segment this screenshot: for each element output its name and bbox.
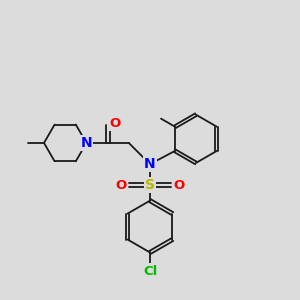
Text: O: O — [174, 179, 185, 192]
Text: O: O — [109, 117, 121, 130]
Text: Cl: Cl — [143, 265, 157, 278]
Text: N: N — [144, 157, 156, 171]
Text: S: S — [145, 178, 155, 192]
Text: N: N — [81, 136, 92, 150]
Text: O: O — [115, 179, 126, 192]
